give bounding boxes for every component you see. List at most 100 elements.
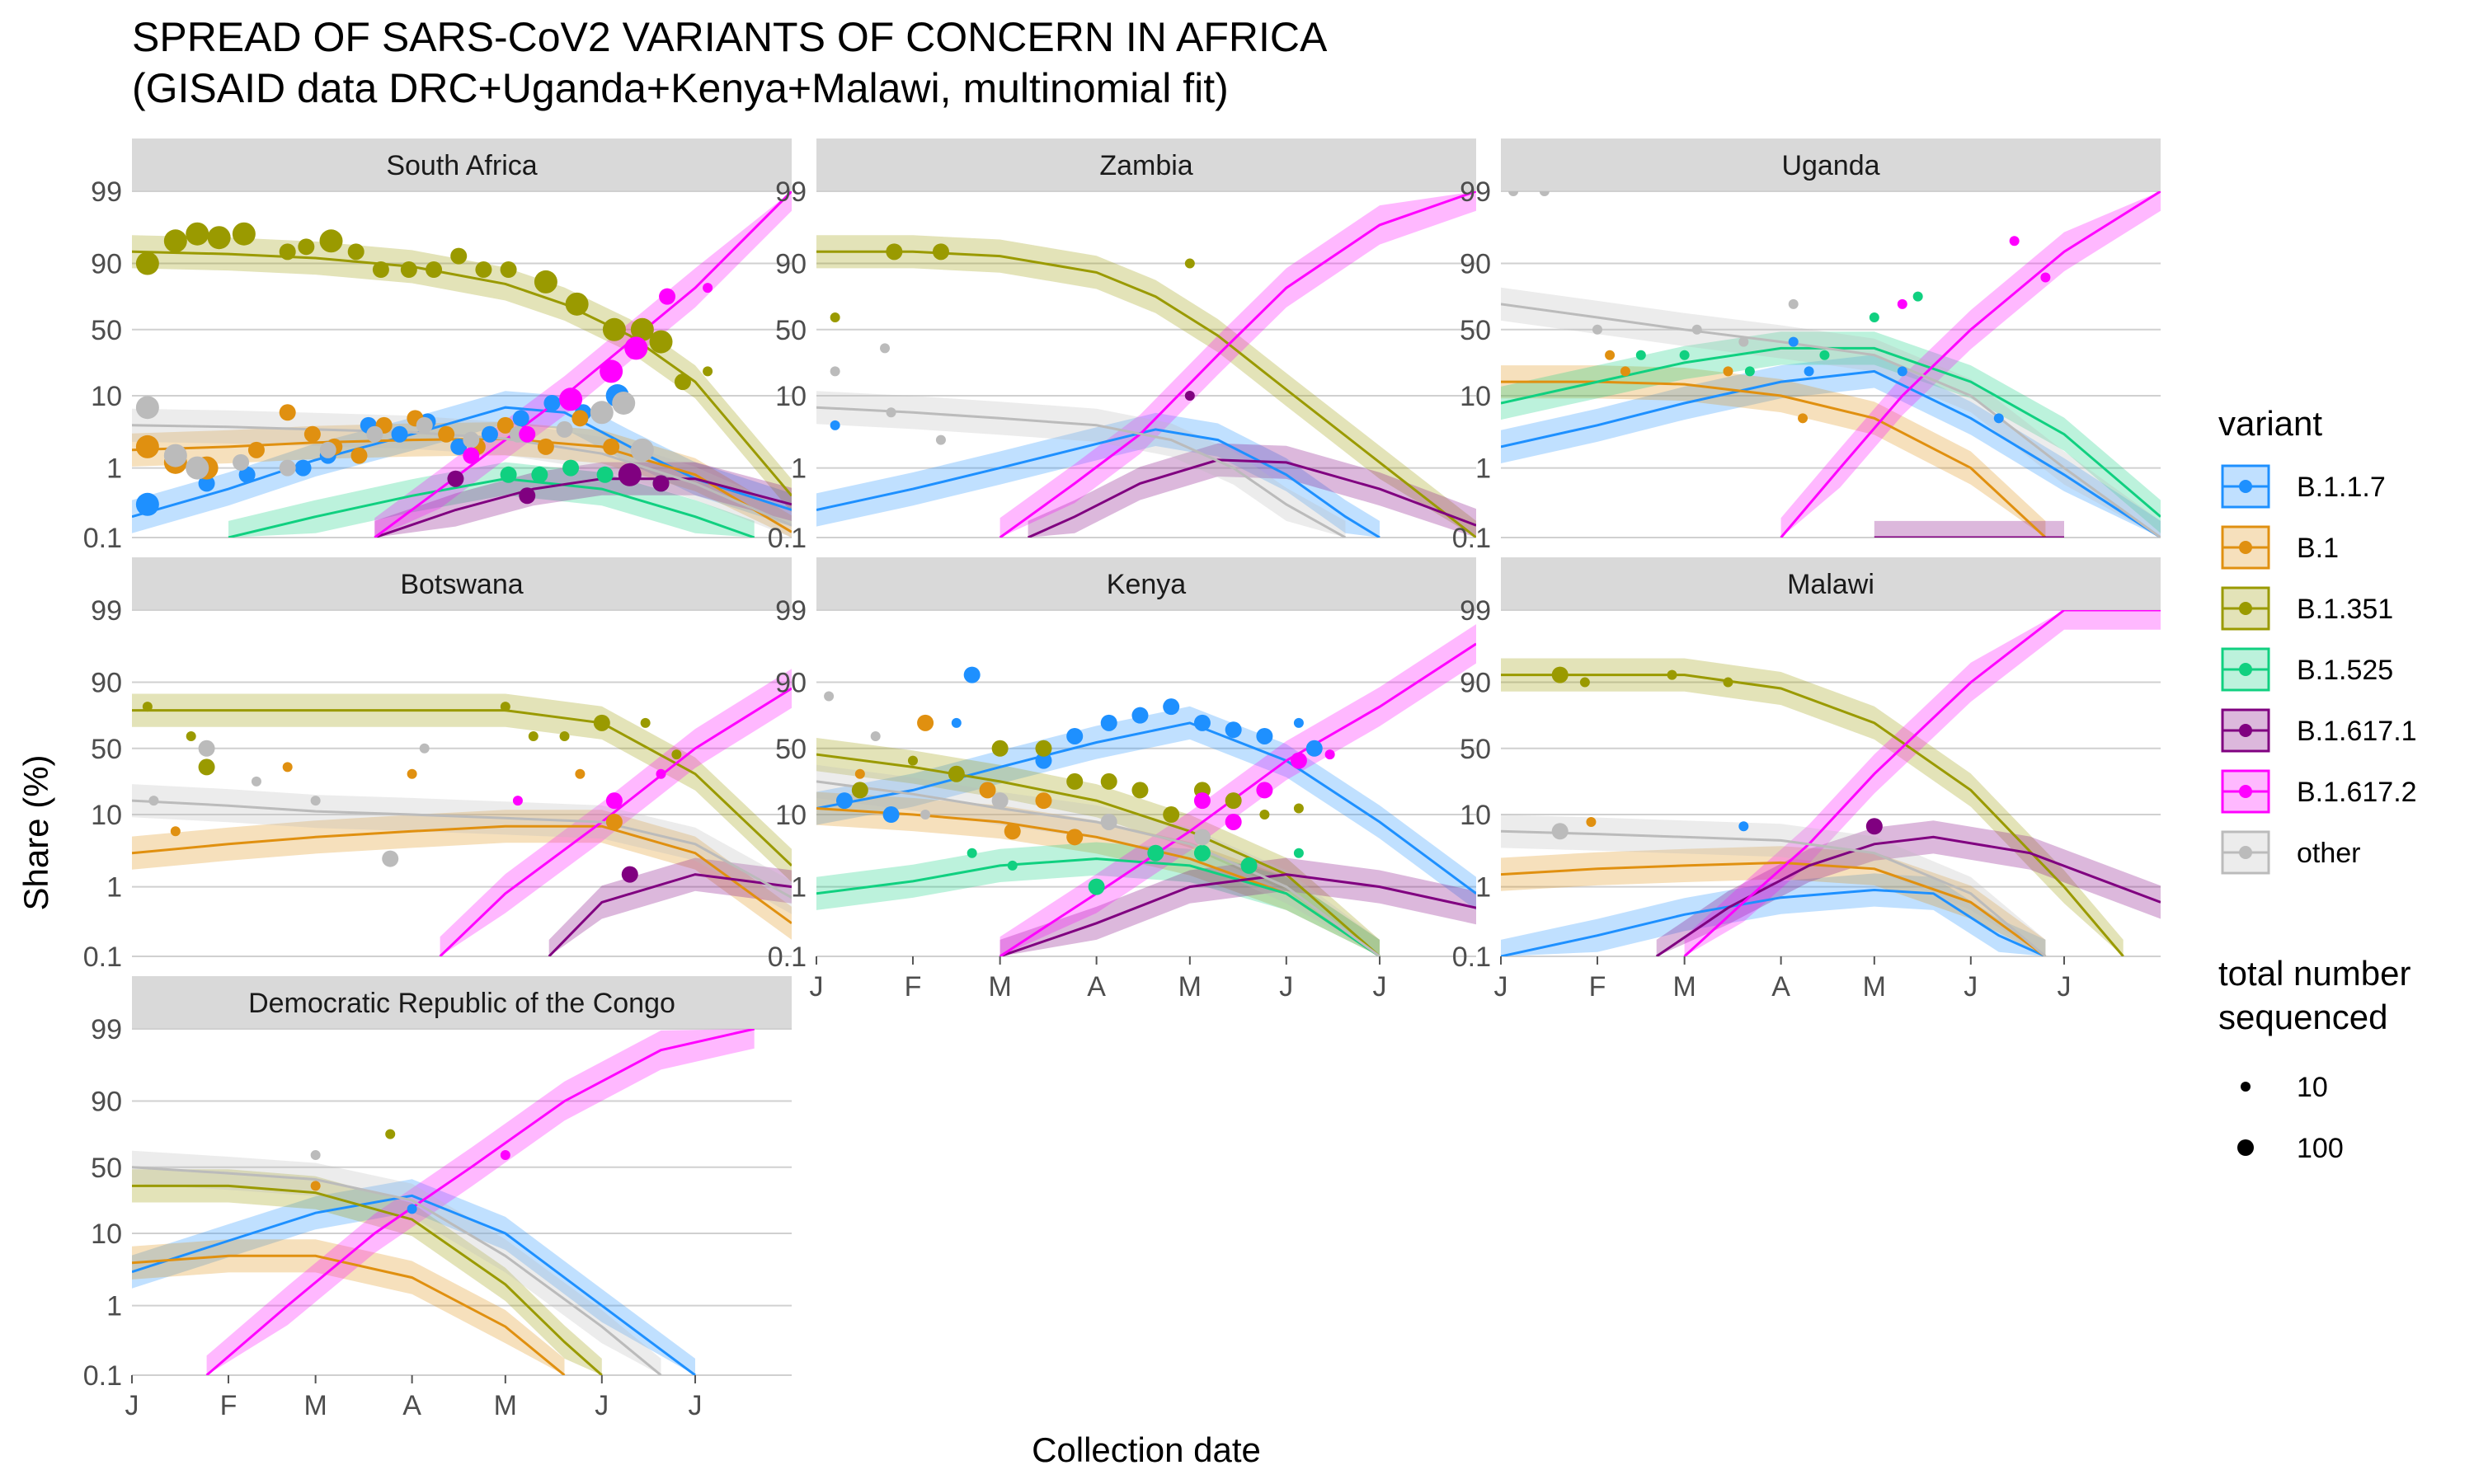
point-other <box>1551 823 1569 840</box>
point-b-1-617-2 <box>512 796 523 806</box>
point-other <box>1539 191 1550 196</box>
point-b-1 <box>1004 823 1021 840</box>
y-tick-label: 1 <box>106 872 122 904</box>
point-b-1-351 <box>1723 677 1733 688</box>
y-tick-label: 0.1 <box>1452 523 1491 554</box>
x-tick-label: F <box>220 1390 238 1421</box>
point-b-1-351 <box>1035 740 1052 757</box>
point-b-1-617-1 <box>1184 391 1195 402</box>
point-other <box>233 453 250 471</box>
ribbon-b-1-351 <box>132 1169 602 1375</box>
y-tick-label: 90 <box>1460 668 1491 699</box>
point-b-1-525 <box>1193 844 1211 862</box>
x-axis-title: Collection date <box>1032 1430 1261 1469</box>
point-b-1-617-2 <box>1256 782 1273 799</box>
y-tick-label: 0.1 <box>83 1360 122 1392</box>
legend-label: B.1.617.1 <box>2297 716 2417 747</box>
ribbon-b-1-525 <box>1501 331 2161 533</box>
point-b-1-351 <box>142 702 153 712</box>
ribbon-b-1-617-2 <box>440 669 792 956</box>
panel-strip <box>816 139 1476 191</box>
point-b-1-617-2 <box>659 288 676 305</box>
legend-key-dot <box>2239 663 2252 676</box>
point-b-1-525 <box>1088 878 1105 895</box>
y-tick-label: 99 <box>91 595 122 627</box>
size-legend-label: 10 <box>2297 1072 2328 1103</box>
point-b-1-617-2 <box>1193 792 1211 810</box>
panel-botswana: Botswana 0.1 1 10 50 90 99 <box>83 557 792 973</box>
x-tick-label: J <box>125 1390 139 1421</box>
panel-strip-label: Democratic Republic of the Congo <box>248 988 675 1019</box>
fit-line-b-1-1-7 <box>816 428 1380 538</box>
legend-size-title-line-2: sequenced <box>2218 998 2388 1036</box>
point-other <box>1100 813 1117 830</box>
point-other <box>1193 829 1211 846</box>
legend-item-b-1-617-2: B.1.617.2 <box>2218 767 2417 816</box>
point-b-1-617-1 <box>618 463 642 486</box>
point-b-1-1-7 <box>830 420 840 430</box>
ribbon-b-1 <box>1501 846 2046 956</box>
point-b-1-525 <box>1912 291 1923 302</box>
legend-size-title-line-1: total number <box>2218 954 2411 993</box>
legend-label: B.1.525 <box>2297 655 2393 686</box>
legend-item-b-1-525: B.1.525 <box>2218 645 2393 694</box>
point-b-1-1-7 <box>1293 717 1304 728</box>
point-b-1 <box>438 425 455 443</box>
point-b-1-351 <box>1259 810 1270 820</box>
point-b-1-351 <box>198 758 215 776</box>
size-legend-item: 10 <box>2241 1072 2328 1103</box>
point-b-1-525 <box>596 466 614 483</box>
y-tick-label: 1 <box>791 453 807 485</box>
panel-strip-label: South Africa <box>386 150 537 181</box>
point-b-1-1-7 <box>1256 727 1273 744</box>
x-tick-label: J <box>595 1390 609 1421</box>
point-b-1-351 <box>1100 773 1117 790</box>
legend-label: B.1.617.2 <box>2297 777 2417 808</box>
point-other <box>310 796 321 806</box>
fit-line-b-1-351 <box>1501 674 2124 956</box>
panel-strip <box>1501 557 2161 610</box>
point-b-1-351 <box>385 1129 396 1139</box>
point-b-1-351 <box>1551 666 1569 683</box>
ribbon-b-1-1-7 <box>1501 873 2046 956</box>
point-b-1-1-7 <box>1897 366 1907 377</box>
point-other <box>366 425 383 443</box>
y-tick-label: 99 <box>1460 595 1491 627</box>
point-b-1 <box>537 438 554 455</box>
point-b-1-617-2 <box>624 336 648 360</box>
x-tick-label: A <box>402 1390 421 1421</box>
y-axis-title: Share (%) <box>16 754 55 910</box>
chart-title-line-2: (GISAID data DRC+Uganda+Kenya+Malawi, mu… <box>132 65 1229 111</box>
panel-strip <box>816 557 1476 610</box>
point-b-1-617-2 <box>559 387 583 411</box>
point-other <box>186 456 209 480</box>
point-b-1-1-7 <box>1066 727 1084 744</box>
y-tick-label: 50 <box>1460 315 1491 346</box>
point-b-1-525 <box>1147 844 1164 862</box>
point-other <box>382 850 399 867</box>
ribbon-b-1-617-1 <box>548 857 792 956</box>
fit-line-other <box>132 1166 662 1375</box>
point-other <box>198 740 215 757</box>
fit-line-b-1-617-1 <box>1655 835 2161 956</box>
legend-label: B.1 <box>2297 533 2339 564</box>
point-b-1 <box>247 441 265 458</box>
point-b-1-525 <box>1007 860 1018 871</box>
legend-item-other: other <box>2218 828 2361 877</box>
point-b-1 <box>279 404 296 421</box>
point-b-1-351 <box>703 366 713 377</box>
point-b-1-351 <box>298 238 315 256</box>
point-b-1 <box>917 714 934 731</box>
point-b-1-1-7 <box>1035 752 1052 769</box>
ribbon-other <box>816 391 1346 538</box>
point-b-1-1-7 <box>391 425 408 443</box>
point-b-1 <box>1723 366 1733 377</box>
ribbon-b-1-1-7 <box>816 706 1476 910</box>
point-b-1 <box>496 416 514 434</box>
point-other <box>135 396 159 420</box>
fit-line-other <box>816 780 1380 956</box>
y-tick-label: 0.1 <box>768 523 807 554</box>
legend-item-b-1: B.1 <box>2218 523 2339 572</box>
point-b-1-1-7 <box>198 475 215 492</box>
